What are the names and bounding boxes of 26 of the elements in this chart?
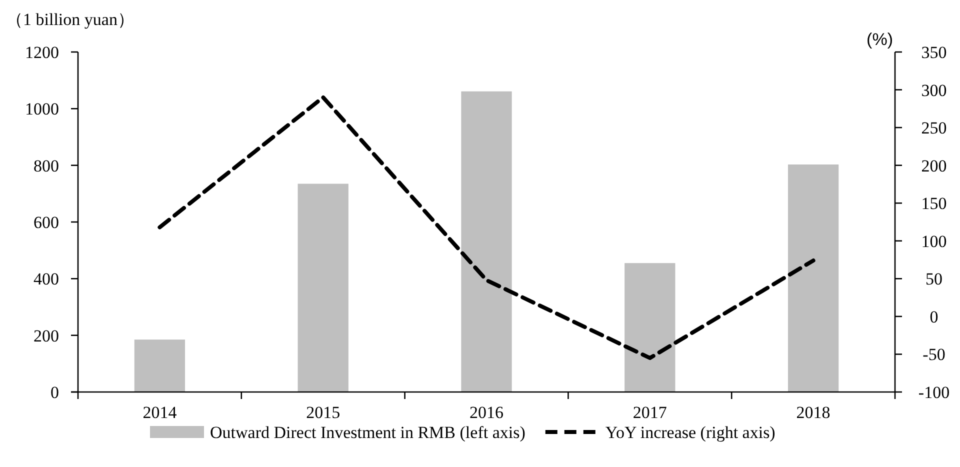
xtick: 2018: [796, 403, 830, 422]
y2tick: 100: [921, 232, 947, 251]
ytick: 1000: [25, 100, 59, 119]
ytick: 0: [50, 383, 59, 402]
xtick: 2016: [470, 403, 504, 422]
y2tick: 300: [921, 80, 947, 100]
y2tick: 50: [926, 270, 942, 289]
y2label: (%): [866, 30, 893, 49]
xtick: 2017: [632, 403, 667, 422]
y2tick: 0: [930, 307, 938, 326]
ytick: 800: [34, 156, 59, 176]
y2tick: 250: [921, 118, 947, 138]
y2tick: 150: [921, 194, 947, 214]
y2tick: -100: [918, 383, 950, 402]
y2tick: 350: [921, 43, 947, 62]
ytick: 600: [34, 213, 59, 232]
legend-text: YoY increase (right axis): [605, 423, 776, 442]
ytick: 1200: [25, 43, 59, 62]
ytick: 200: [34, 326, 59, 346]
y2tick: 200: [921, 156, 947, 176]
ylabel: （1 billion yuan）: [6, 10, 134, 29]
xtick: 2014: [142, 403, 177, 422]
xtick: 2015: [306, 403, 340, 422]
legend-text: Outward Direct Investment in RMB (left axis): [210, 423, 526, 442]
ytick: 400: [34, 270, 59, 289]
y2tick: -50: [922, 345, 946, 364]
